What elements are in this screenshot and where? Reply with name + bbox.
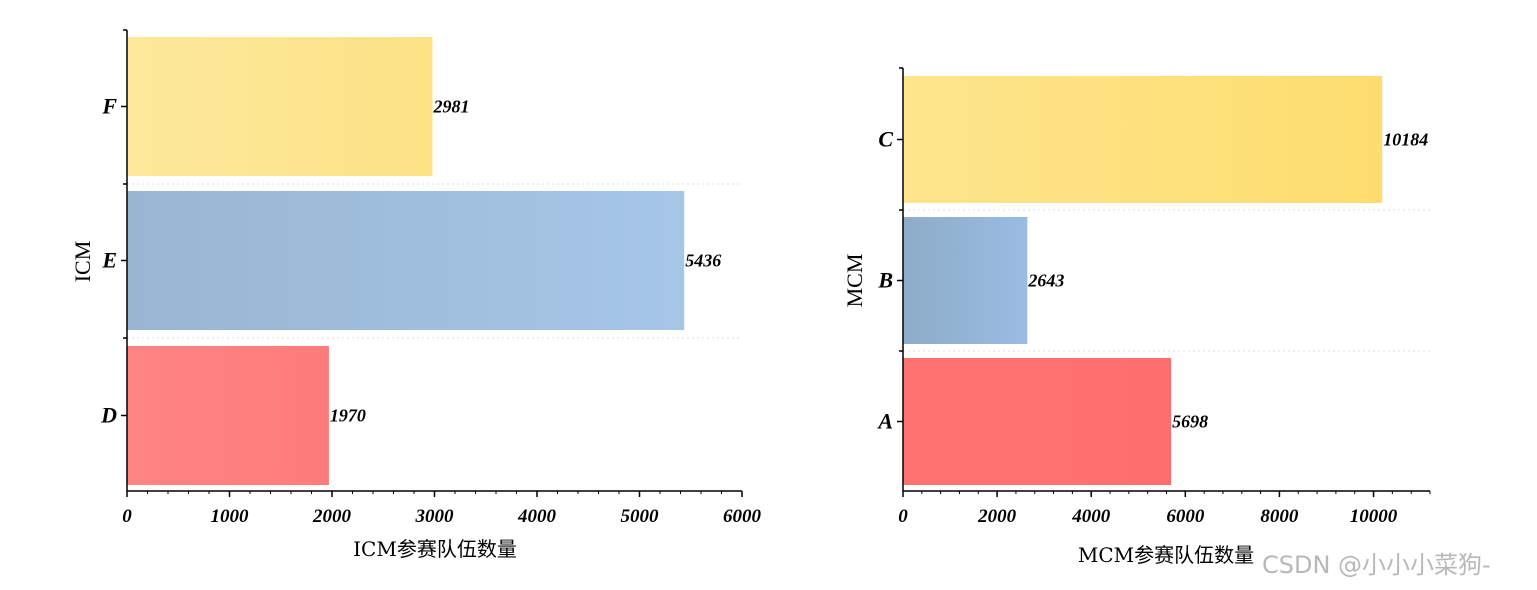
icm-category-label-D: D	[100, 403, 117, 428]
mcm-bar-B	[903, 217, 1028, 344]
mcm-xtick-label-0: 0	[898, 506, 908, 527]
mcm-panel: 5698 A 2643 B 10184 C 0 2000 4000 6000 8000 10000 MC…	[842, 67, 1431, 567]
mcm-xtick-label-5: 10000	[1350, 506, 1398, 527]
icm-bar-D	[127, 346, 329, 485]
icm-xtick-label-5: 5000	[621, 506, 660, 527]
icm-xtick-label-3: 3000	[415, 506, 455, 527]
icm-y-axis-title: ICM	[70, 241, 95, 283]
icm-value-label-E: 5436	[685, 251, 721, 271]
mcm-xtick-label-3: 6000	[1166, 506, 1205, 527]
mcm-category-label-C: C	[878, 127, 893, 152]
mcm-category-label-A: A	[876, 409, 893, 434]
icm-value-label-F: 2981	[433, 97, 470, 117]
mcm-value-label-B: 2643	[1027, 271, 1064, 291]
icm-category-label-E: E	[101, 248, 117, 273]
icm-xtick-label-6: 6000	[723, 506, 762, 527]
mcm-xtick-label-2: 4000	[1071, 506, 1111, 527]
mcm-value-label-A: 5698	[1172, 412, 1208, 432]
mcm-bar-C	[903, 76, 1383, 203]
icm-xtick-label-0: 0	[122, 506, 132, 527]
icm-panel: 1970 D 5436 E 2981 F 0 1000 2000 3000 4000 5000 6000…	[70, 29, 762, 561]
mcm-xtick-label-4: 8000	[1260, 506, 1299, 527]
icm-value-label-D: 1970	[330, 406, 366, 426]
mcm-x-axis-title: MCM参赛队伍数量	[1078, 543, 1254, 567]
icm-x-axis-title: ICM参赛队伍数量	[353, 537, 517, 561]
mcm-bar-A	[903, 358, 1172, 485]
icm-bar-E	[127, 191, 685, 330]
mcm-xtick-label-1: 2000	[977, 506, 1017, 527]
watermark: CSDN @小小小菜狗-	[1262, 551, 1491, 579]
icm-category-label-F: F	[101, 94, 117, 119]
icm-xtick-label-1: 1000	[211, 506, 250, 527]
mcm-category-label-B: B	[877, 268, 893, 293]
mcm-value-label-C: 10184	[1383, 130, 1428, 150]
icm-xtick-label-4: 4000	[517, 506, 557, 527]
icm-bar-F	[127, 37, 433, 176]
icm-xtick-label-2: 2000	[312, 506, 352, 527]
mcm-y-axis-title: MCM	[842, 254, 867, 308]
